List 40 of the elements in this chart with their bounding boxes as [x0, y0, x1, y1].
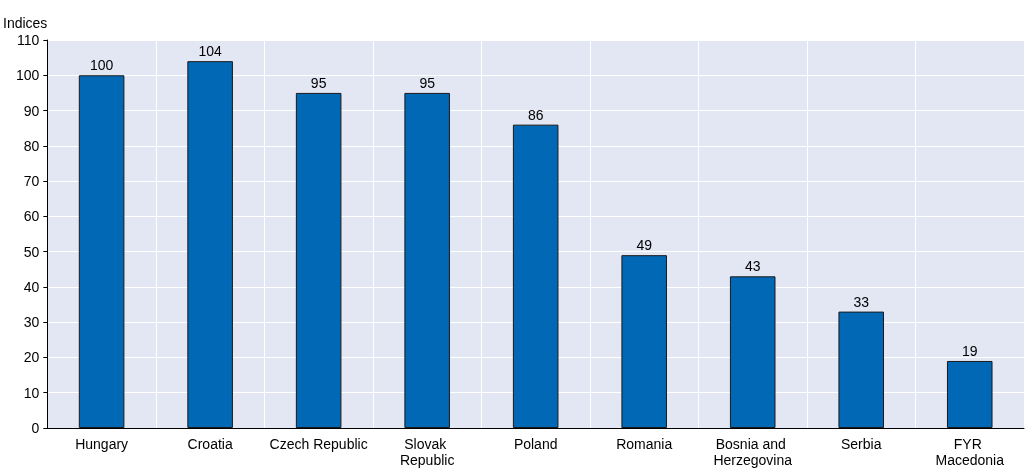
y-tick-label: 70: [23, 173, 40, 190]
y-tick-label: 0: [31, 420, 40, 436]
y-tick-label: 10: [23, 384, 40, 401]
bar: [729, 276, 776, 428]
x-tick-label: Czech Republic: [269, 436, 368, 452]
y-tick-label: 50: [23, 243, 40, 260]
data-label: 19: [961, 342, 978, 359]
data-label: 95: [419, 74, 436, 91]
y-tick-label: 100: [16, 67, 40, 84]
data-label: 33: [853, 293, 870, 310]
x-tick-label: Slovak Republic: [399, 436, 455, 468]
x-tick-label: Romania: [616, 436, 673, 452]
y-tick-label: 80: [23, 137, 40, 154]
y-tick-label: 40: [23, 278, 40, 295]
bar: [838, 311, 885, 428]
bar: [512, 124, 559, 428]
bar: [404, 92, 450, 428]
y-tick-label: 90: [23, 102, 40, 119]
data-label: 43: [744, 258, 761, 275]
y-tick-label: 20: [23, 349, 40, 366]
y-tick-label: 110: [17, 32, 40, 48]
x-tick-label: Bosnia and Herzegovina: [713, 436, 793, 468]
data-label: 86: [527, 106, 544, 123]
data-label: 49: [636, 237, 653, 254]
y-tick-label: 30: [23, 314, 40, 331]
data-label: 100: [89, 57, 114, 74]
data-label: 104: [198, 43, 223, 60]
x-tick-label: FYR Macedonia: [935, 436, 1005, 468]
y-tick-label: 60: [23, 208, 40, 225]
y-axis-title: Indices: [3, 15, 48, 31]
x-tick-label: Hungary: [75, 436, 129, 452]
bar: [946, 360, 993, 428]
data-label: 95: [310, 74, 327, 91]
bar: [621, 255, 667, 428]
bar: [295, 92, 342, 428]
x-tick-label: Poland: [513, 436, 558, 452]
x-tick-label: Serbia: [840, 436, 882, 452]
bar: [78, 75, 125, 428]
x-tick-label: Croatia: [187, 436, 233, 452]
bar: [187, 61, 233, 428]
